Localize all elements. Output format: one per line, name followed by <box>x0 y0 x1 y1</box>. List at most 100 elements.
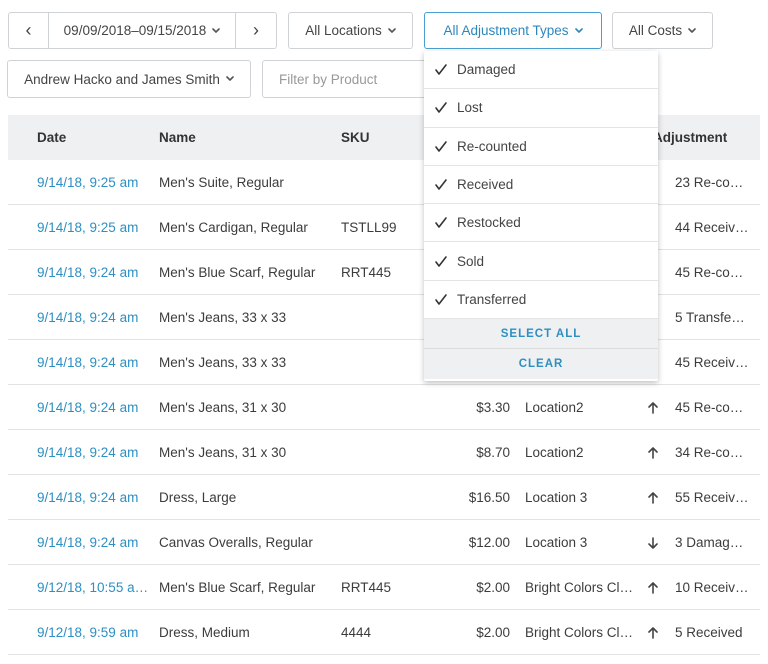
row-location-text: Location2 <box>525 400 584 415</box>
row-date-link-text: 9/14/18, 9:24 am <box>37 310 139 325</box>
row-date-link[interactable]: 9/12/18, 9:59 am <box>37 610 138 655</box>
direction-arrow-up-path <box>648 491 658 504</box>
table-row[interactable]: 9/14/18, 9:24 am Men's Blue Scarf, Regula… <box>8 250 760 295</box>
row-date-link[interactable]: 9/14/18, 9:24 am <box>37 475 138 520</box>
employees-filter[interactable]: Andrew Hacko and James Smith <box>7 60 251 98</box>
row-direction-icon <box>647 385 659 430</box>
row-date-link[interactable]: 9/14/18, 9:24 am <box>37 430 138 475</box>
row-adjustment: 5 Transfe… <box>675 295 745 340</box>
row-adjustment: 23 Re-co… <box>675 160 743 205</box>
row-date-link-text: 9/14/18, 9:24 am <box>37 535 139 550</box>
row-sku-text: 4444 <box>341 625 372 640</box>
date-range-button[interactable]: 09/09/2018–09/15/2018 <box>48 12 236 49</box>
row-cost: $2.00 <box>428 565 510 610</box>
row-date-link[interactable]: 9/12/18, 10:55 a… <box>37 565 148 610</box>
adjustment-types-filter[interactable]: All Adjustment Types <box>424 12 602 49</box>
row-date-link[interactable]: 9/14/18, 9:25 am <box>37 205 138 250</box>
dropdown-option[interactable]: Lost <box>424 89 658 128</box>
row-cost-text: $12.00 <box>468 535 510 550</box>
row-name-text: Men's Jeans, 33 x 33 <box>159 355 287 370</box>
row-location-text: Location2 <box>525 445 584 460</box>
chevron-down-path <box>387 27 396 33</box>
table-row[interactable]: 9/14/18, 9:24 am Men's Jeans, 33 x 33 5 Tr… <box>8 295 760 340</box>
table-row[interactable]: 9/12/18, 10:55 a… Men's Blue Scarf, Regul… <box>8 565 760 610</box>
row-adjustment-text: 44 Receiv… <box>675 220 749 235</box>
direction-arrow-up <box>648 401 658 414</box>
select-all-button[interactable]: SELECT ALL <box>424 319 658 350</box>
clear-button[interactable]: CLEAR <box>424 349 658 380</box>
table-row[interactable]: 9/14/18, 9:24 am Men's Jeans, 31 x 30 $8.7… <box>8 430 760 475</box>
table-row[interactable]: 9/14/18, 9:24 am Men's Jeans, 33 x 33 45 R… <box>8 340 760 385</box>
row-date-link[interactable]: 9/14/18, 9:24 am <box>37 295 138 340</box>
row-name-text: Men's Jeans, 31 x 30 <box>159 400 287 415</box>
row-date-link[interactable]: 9/14/18, 9:24 am <box>37 520 138 565</box>
checkbox[interactable] <box>434 216 448 229</box>
product-filter-input[interactable]: Filter by Product <box>262 60 452 98</box>
row-date-link-text: 9/12/18, 9:59 am <box>37 625 139 640</box>
row-name-text: Men's Blue Scarf, Regular <box>159 265 316 280</box>
row-name: Men's Jeans, 31 x 30 <box>159 385 286 430</box>
row-adjustment-text: 5 Transfe… <box>675 310 745 325</box>
checkmark <box>435 217 447 229</box>
table-row[interactable]: 9/14/18, 9:24 am Canvas Overalls, Regular… <box>8 520 760 565</box>
dropdown-option[interactable]: Restocked <box>424 204 658 243</box>
dropdown-option[interactable]: Re-counted <box>424 128 658 166</box>
row-adjustment: 45 Re-co… <box>675 385 743 430</box>
row-date-link[interactable]: 9/14/18, 9:25 am <box>37 160 138 205</box>
checkbox[interactable] <box>434 63 448 76</box>
row-date-link[interactable]: 9/14/18, 9:24 am <box>37 250 138 295</box>
row-sku: RRT445 <box>341 250 391 295</box>
dropdown-option[interactable]: Received <box>424 166 658 205</box>
checkbox[interactable] <box>434 255 448 268</box>
row-adjustment-text: 55 Receiv… <box>675 490 749 505</box>
row-sku-text: RRT445 <box>341 265 392 280</box>
row-direction-icon <box>647 610 659 655</box>
next-week-button[interactable]: › <box>235 12 277 49</box>
row-adjustment-text: 34 Re-co… <box>675 445 744 460</box>
prev-week-button-text: ‹ <box>25 20 32 40</box>
row-sku-text: TSTLL99 <box>341 220 397 235</box>
row-adjustment: 55 Receiv… <box>675 475 749 520</box>
option-label: Transferred <box>457 291 527 307</box>
direction-arrow-up <box>648 491 658 504</box>
row-date-link-text: 9/14/18, 9:24 am <box>37 490 139 505</box>
checkmark-path <box>435 217 447 229</box>
dropdown-option[interactable]: Transferred <box>424 281 658 320</box>
select-all-button-text: SELECT ALL <box>500 327 582 340</box>
row-adjustment-text: 45 Receiv… <box>675 355 749 370</box>
dropdown-option[interactable]: Damaged <box>424 51 658 90</box>
table-row[interactable]: 9/14/18, 9:24 am Men's Jeans, 31 x 30 $3.3… <box>8 385 760 430</box>
row-date-link-text: 9/14/18, 9:25 am <box>37 220 139 235</box>
direction-arrow-down <box>648 536 658 549</box>
table-row[interactable]: 9/12/18, 9:59 am Dress, Medium 4444 $2.00 Br… <box>8 610 760 655</box>
locations-filter[interactable]: All Locations <box>288 12 413 49</box>
row-location: Location 3 <box>525 475 587 520</box>
row-date-link-text: 9/14/18, 9:25 am <box>37 175 139 190</box>
checkbox[interactable] <box>434 293 448 306</box>
checkbox[interactable] <box>434 101 448 114</box>
table-row[interactable]: 9/14/18, 9:25 am Men's Suite, Regular 23 R… <box>8 160 760 205</box>
prev-week-button[interactable]: ‹ <box>8 12 49 49</box>
row-name: Dress, Large <box>159 475 236 520</box>
table-row[interactable]: 9/14/18, 9:25 am Men's Cardigan, Regular T… <box>8 205 760 250</box>
costs-filter[interactable]: All Costs <box>612 12 713 49</box>
dropdown-option[interactable]: Sold <box>424 243 658 281</box>
product-filter-input-text: Filter by Product <box>279 71 378 87</box>
row-date-link[interactable]: 9/14/18, 9:24 am <box>37 340 138 385</box>
adjustment-types-dropdown: Damaged Lost Re-counted Received Restocked So… <box>424 51 658 381</box>
row-name-text: Men's Blue Scarf, Regular <box>159 580 316 595</box>
checkbox[interactable] <box>434 178 448 191</box>
checkbox[interactable] <box>434 140 448 153</box>
column-header: SKU <box>341 115 370 160</box>
row-name-text: Men's Suite, Regular <box>159 175 284 190</box>
direction-arrow-down-path <box>648 536 658 549</box>
row-cost-text: $2.00 <box>476 580 510 595</box>
table-row[interactable]: 9/14/18, 9:24 am Dress, Large $16.50 Locati… <box>8 475 760 520</box>
chevron-down <box>574 27 583 33</box>
checkmark-path <box>435 102 447 114</box>
chevron-down <box>387 27 396 33</box>
row-cost: $3.30 <box>428 385 510 430</box>
row-date-link[interactable]: 9/14/18, 9:24 am <box>37 385 138 430</box>
row-adjustment: 5 Received <box>675 610 743 655</box>
next-week-button-text: › <box>253 20 259 40</box>
